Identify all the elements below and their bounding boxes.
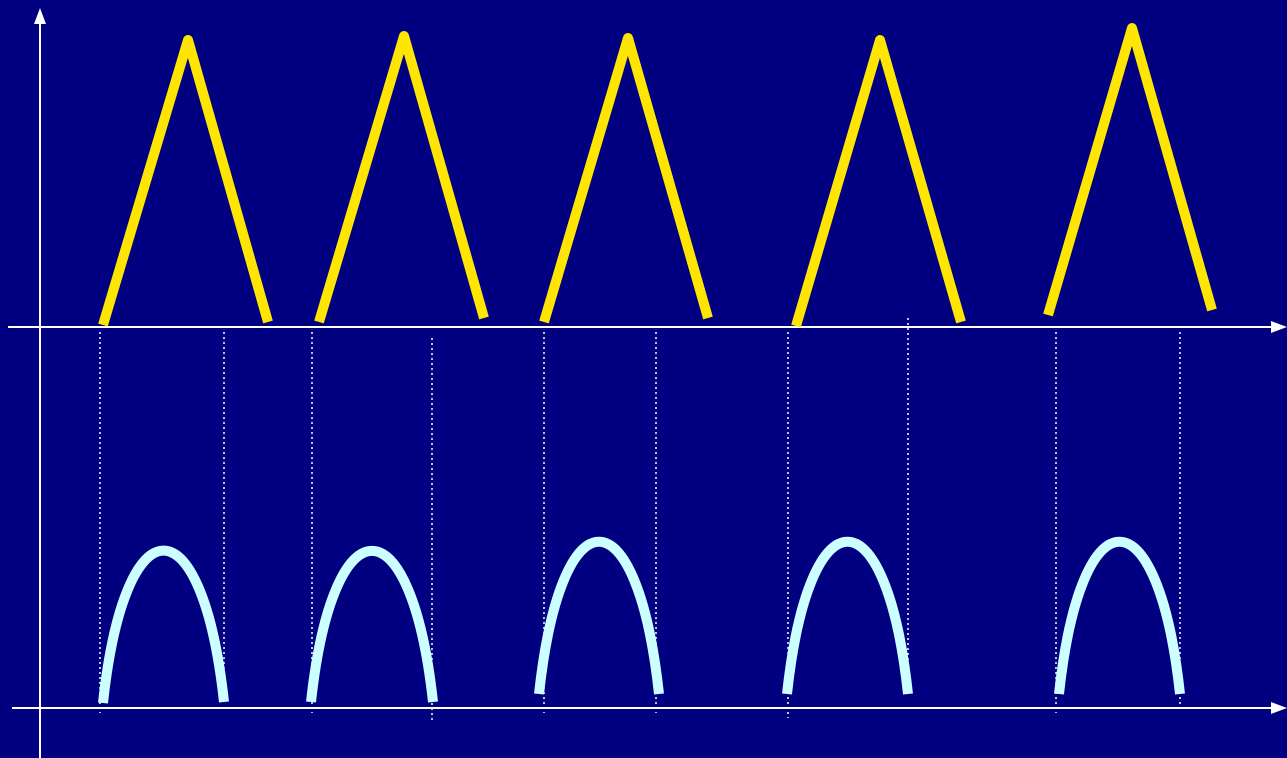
arch-pulses (98, 537, 1185, 704)
triangle-pulse-4 (791, 35, 966, 328)
upper-x-axis-arrow (1271, 321, 1287, 333)
triangle-pulse-1 (98, 35, 273, 327)
lower-x-axis-arrow (1271, 702, 1287, 714)
axes (8, 8, 1287, 758)
triangle-pulse-2 (314, 31, 489, 324)
arch-pulse-2 (306, 545, 438, 703)
triangle-pulses (98, 23, 1217, 328)
y-axis-arrow (34, 8, 46, 24)
arch-pulse-3 (534, 537, 664, 695)
arch-pulse-5 (1054, 537, 1185, 695)
arch-pulse-1 (98, 545, 229, 704)
triangle-pulse-5 (1043, 23, 1217, 317)
arch-pulse-4 (782, 537, 913, 695)
triangle-pulse-3 (539, 33, 713, 324)
